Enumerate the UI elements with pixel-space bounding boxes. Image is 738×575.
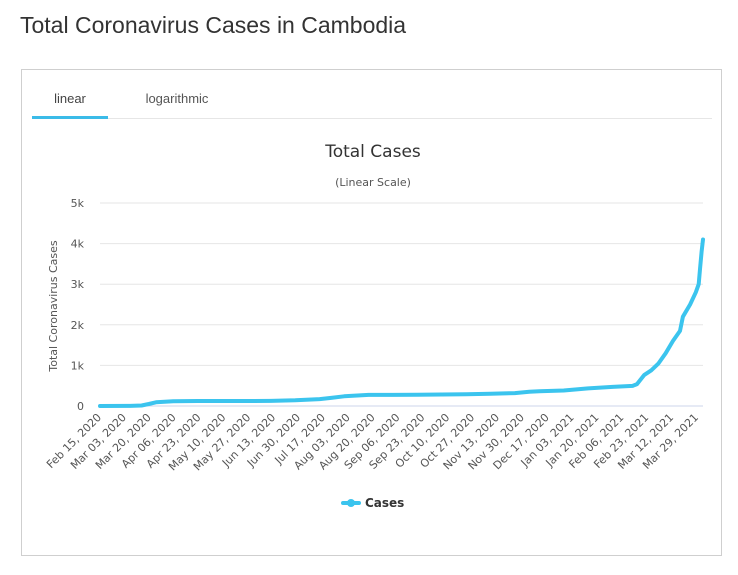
chart-title: Total Cases (324, 142, 421, 162)
grid-lines (100, 202, 703, 407)
y-tick-label: 5k (71, 197, 85, 210)
legend-label-cases[interactable]: Cases (365, 496, 404, 510)
page-title: Total Coronavirus Cases in Cambodia (20, 12, 407, 38)
series-line-cases[interactable] (98, 237, 705, 408)
y-tick-label: 4k (71, 238, 85, 251)
series-layer (98, 237, 705, 408)
scale-tabs: linear logarithmic (32, 70, 712, 119)
y-tick-label: 0 (77, 400, 84, 413)
chart-subtitle: (Linear Scale) (335, 176, 411, 189)
y-tick-label: 3k (71, 278, 85, 291)
legend-marker (347, 499, 355, 507)
y-tick-label: 2k (71, 319, 85, 332)
y-tick-label: 1k (71, 359, 85, 372)
legend[interactable]: Cases (341, 496, 404, 510)
chart-panel: linear logarithmic (21, 69, 722, 556)
y-axis-label: Total Coronavirus Cases (47, 240, 60, 373)
tab-linear[interactable]: linear (32, 70, 108, 119)
tab-logarithmic[interactable]: logarithmic (145, 91, 209, 106)
y-tick-labels: 0 1k 2k 3k 4k 5k (71, 197, 85, 413)
